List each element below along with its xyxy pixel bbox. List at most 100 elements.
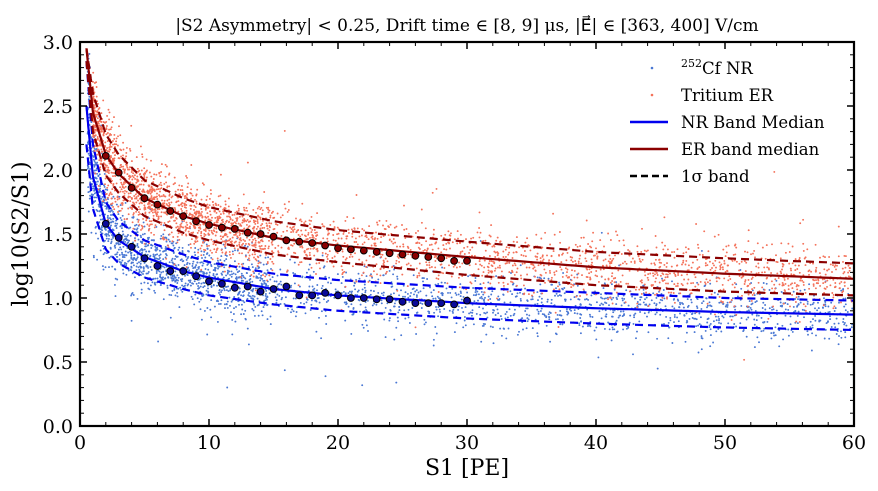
nr-point [93, 147, 96, 150]
nr-point [843, 305, 846, 308]
nr-point [636, 330, 638, 333]
nr-point [251, 290, 254, 293]
nr-point [100, 190, 103, 193]
er-point [596, 250, 599, 253]
nr-point [207, 268, 210, 271]
nr-point [225, 258, 228, 261]
er-point [228, 250, 231, 253]
er-point [104, 166, 107, 169]
er-point [260, 244, 263, 247]
nr-point [104, 266, 107, 269]
nr-point [358, 310, 361, 313]
er-point [273, 216, 276, 219]
nr-point [219, 302, 222, 305]
er-point [533, 266, 536, 269]
nr-point [110, 209, 113, 212]
nr-point [314, 299, 317, 302]
er-point [166, 199, 169, 202]
nr-point [631, 295, 634, 298]
nr-point [516, 292, 519, 295]
er-point [211, 258, 214, 261]
er-point [834, 282, 837, 284]
er-point [267, 206, 270, 209]
nr-point [697, 351, 700, 354]
nr-point [114, 295, 117, 298]
nr-point [650, 299, 653, 302]
er-point [105, 170, 107, 173]
er-point [673, 251, 676, 253]
nr-point [484, 323, 486, 326]
er-point [771, 287, 774, 290]
er-point [542, 264, 545, 267]
er-point [135, 210, 138, 213]
er-point [374, 237, 377, 240]
er-point [196, 231, 199, 234]
nr-point [837, 322, 840, 325]
er-point [680, 282, 683, 285]
nr-point [688, 317, 691, 320]
nr-point [92, 206, 95, 209]
er-point [541, 254, 544, 257]
nr-point [182, 260, 185, 262]
nr-point [363, 283, 366, 286]
er-point [229, 238, 232, 240]
nr-point [648, 303, 651, 306]
nr-point [789, 315, 792, 318]
nr-point [634, 312, 637, 315]
nr-point [507, 327, 510, 330]
er-point [135, 156, 138, 159]
er-point [794, 264, 797, 267]
nr-point [120, 227, 123, 230]
er-point [96, 113, 99, 116]
er-point [570, 283, 573, 286]
nr-point [727, 322, 730, 325]
nr-point [165, 273, 168, 276]
er-point [132, 176, 135, 179]
nr-point [536, 291, 539, 294]
nr-point [142, 267, 145, 270]
er-point [175, 226, 178, 229]
er-point [286, 229, 288, 232]
er-point [210, 192, 212, 195]
nr-point [357, 272, 360, 275]
er-point [200, 244, 203, 247]
er-point [241, 219, 244, 222]
er-point [216, 221, 219, 224]
nr-point [563, 287, 566, 289]
er-point [521, 262, 524, 265]
er-point [620, 253, 623, 255]
nr-point [600, 302, 603, 305]
er-point [212, 240, 215, 243]
nr-point [637, 303, 640, 306]
er-point [784, 282, 787, 285]
nr-point [771, 308, 773, 311]
nr-point [745, 318, 748, 321]
er-point [129, 166, 131, 169]
er-point [206, 195, 209, 198]
er-point [663, 263, 666, 266]
nr-point [117, 242, 120, 244]
er-point [164, 163, 167, 166]
er-point [300, 261, 303, 264]
nr-point [172, 279, 175, 282]
nr-point [97, 174, 100, 177]
nr-point [751, 313, 754, 316]
er-point [666, 248, 669, 251]
er-point [837, 255, 840, 258]
nr-point [114, 268, 117, 271]
er-point [750, 270, 753, 273]
nr-point [714, 315, 717, 318]
nr-point [647, 311, 650, 314]
er-point [489, 270, 492, 273]
nr-point [124, 250, 127, 253]
nr-point [199, 285, 202, 288]
nr-point [656, 367, 659, 370]
nr-point [409, 295, 412, 298]
nr-point [801, 308, 804, 311]
nr-point [275, 280, 278, 283]
er-point [353, 241, 356, 243]
nr-point [146, 282, 149, 285]
er-point [332, 265, 335, 268]
nr-point [623, 313, 626, 316]
